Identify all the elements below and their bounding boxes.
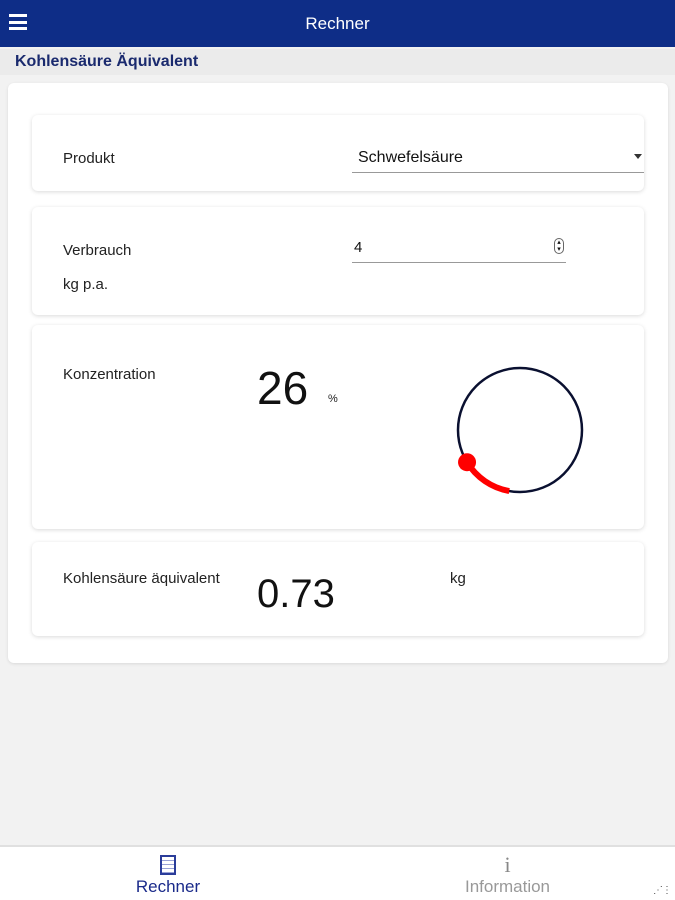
top-app-bar: Rechner: [0, 0, 675, 47]
tab-rechner[interactable]: Rechner: [128, 855, 208, 897]
info-icon: i: [504, 852, 511, 877]
verbrauch-unit: kg p.a.: [63, 276, 109, 293]
gauge-knob[interactable]: [458, 453, 477, 472]
produkt-value: Schwefelsäure: [358, 149, 463, 166]
dropdown-arrow-icon: [634, 154, 642, 159]
produkt-label: Produkt: [63, 150, 115, 167]
tab-rechner-label: Rechner: [135, 877, 201, 896]
result-card: Kohlensäure äquivalent 0.73 kg: [32, 542, 644, 636]
konzentration-unit: %: [328, 393, 338, 405]
tab-information[interactable]: i Information: [450, 852, 565, 897]
verbrauch-label: Verbrauch: [63, 242, 132, 259]
bottom-tab-bar: Rechner i Information ⋰⋮: [0, 845, 675, 900]
verbrauch-card: Verbrauch kg p.a. 4 ▴ ▾: [32, 207, 644, 315]
result-unit: kg: [450, 570, 466, 587]
hamburger-icon[interactable]: [9, 14, 27, 30]
produkt-card: Produkt Schwefelsäure: [32, 115, 644, 191]
konzentration-label: Konzentration: [63, 366, 156, 383]
resize-grip-icon: ⋰⋮: [653, 885, 672, 896]
calculator-icon: [160, 855, 176, 875]
konzentration-card: Konzentration 26 %: [32, 325, 644, 529]
page-title: Kohlensäure Äquivalent: [0, 49, 675, 75]
verbrauch-input[interactable]: 4 ▴ ▾: [352, 235, 566, 263]
verbrauch-value: 4: [354, 239, 363, 256]
spinner-icon[interactable]: ▴ ▾: [554, 238, 564, 254]
app-title: Rechner: [305, 14, 370, 33]
gauge-track: [456, 366, 584, 494]
konzentration-value: 26: [257, 362, 309, 414]
produkt-select[interactable]: Schwefelsäure: [352, 145, 644, 173]
result-value: 0.73: [257, 572, 335, 616]
concentration-gauge[interactable]: [442, 355, 602, 505]
tab-information-label: Information: [464, 877, 551, 896]
result-label: Kohlensäure äquivalent: [63, 570, 220, 587]
